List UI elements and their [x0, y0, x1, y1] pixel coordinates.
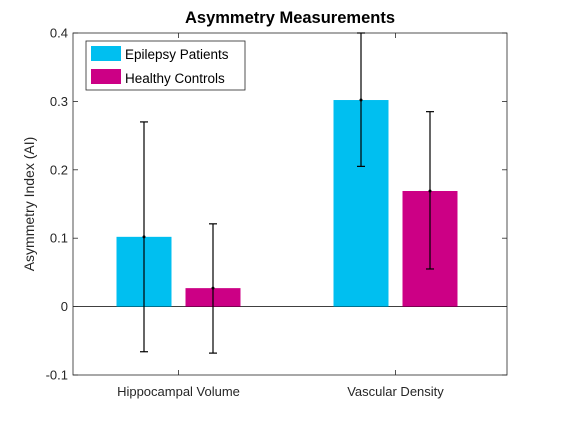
errorbar-center-0-1 — [359, 98, 363, 102]
y-tick-label-3: 0.2 — [50, 162, 68, 177]
errorbar-center-1-0 — [211, 286, 215, 290]
legend-swatch-controls — [91, 69, 121, 84]
y-tick-label-0: -0.1 — [46, 368, 68, 383]
legend-label-controls: Healthy Controls — [125, 71, 225, 86]
y-tick-label-5: 0.4 — [50, 26, 68, 41]
legend: Epilepsy Patients Healthy Controls — [85, 40, 246, 91]
errorbar-center-0-0 — [142, 235, 146, 239]
error-bars-group — [140, 32, 434, 354]
x-tick-label-0: Hippocampal Volume — [117, 384, 240, 399]
y-tick-label-4: 0.3 — [50, 94, 68, 109]
legend-swatch-epilepsy — [91, 46, 121, 61]
y-tick-label-2: 0.1 — [50, 231, 68, 246]
y-axis: -0.1 0 0.1 0.2 0.3 0.4 — [46, 26, 507, 383]
chart-title: Asymmetry Measurements — [185, 9, 395, 27]
x-axis: Hippocampal Volume Vascular Density — [117, 33, 444, 399]
y-tick-label-1: 0 — [61, 299, 68, 314]
errorbar-center-1-1 — [428, 189, 432, 193]
legend-label-epilepsy: Epilepsy Patients — [125, 47, 229, 62]
x-tick-label-1: Vascular Density — [347, 384, 444, 399]
y-axis-label: Asymmetry Index (AI) — [21, 137, 37, 272]
